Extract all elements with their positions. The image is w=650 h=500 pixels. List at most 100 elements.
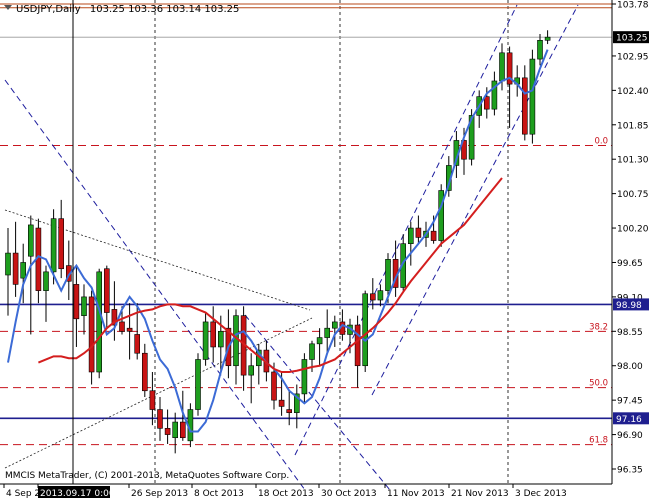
candle[interactable] xyxy=(149,371,156,426)
chart-menu-icon[interactable] xyxy=(4,5,12,10)
candle[interactable] xyxy=(164,409,171,444)
candle[interactable] xyxy=(50,209,57,285)
ma-fast-line xyxy=(7,49,549,433)
candle-body xyxy=(111,309,118,326)
price-tag xyxy=(613,412,649,425)
candle-body xyxy=(142,352,148,392)
candle[interactable] xyxy=(27,215,34,335)
candle[interactable] xyxy=(377,284,384,307)
candle-body xyxy=(316,337,323,345)
candle[interactable] xyxy=(521,65,528,141)
candle[interactable] xyxy=(369,278,376,310)
candle-body xyxy=(430,230,437,241)
horizontal-levels[interactable]: 0.0 38.2 50.0 61.8 xyxy=(0,3,612,446)
candle[interactable] xyxy=(172,412,178,454)
candle[interactable] xyxy=(20,243,27,304)
candle-body xyxy=(58,218,65,270)
candle[interactable] xyxy=(438,184,445,247)
candle[interactable] xyxy=(142,343,148,398)
candle-body xyxy=(438,190,445,241)
ma-slow-line xyxy=(38,177,503,373)
uptrend-line-lower[interactable] xyxy=(294,4,518,456)
candle[interactable] xyxy=(301,353,308,404)
candle[interactable] xyxy=(491,71,498,116)
candle[interactable] xyxy=(58,199,65,279)
candle-body xyxy=(233,315,239,367)
chart-header: USDJPY,Daily 103.25 103.36 103.14 103.25 xyxy=(16,4,239,15)
candle[interactable] xyxy=(293,384,300,429)
candle[interactable] xyxy=(529,49,536,144)
candle-body xyxy=(468,115,475,160)
candle[interactable] xyxy=(286,390,293,426)
candle[interactable] xyxy=(81,284,87,335)
fib-level-label: 38.2 xyxy=(589,322,608,332)
candle-body xyxy=(354,324,361,367)
candle[interactable] xyxy=(96,268,102,379)
candle[interactable] xyxy=(210,306,216,363)
y-tick-label: 103.78 xyxy=(617,1,649,11)
moving-averages xyxy=(7,49,549,433)
candle[interactable] xyxy=(316,328,323,366)
candle[interactable] xyxy=(157,397,163,441)
candle-body xyxy=(195,359,201,410)
candle-body xyxy=(491,80,498,110)
candle-body xyxy=(248,365,254,376)
candle-body xyxy=(81,296,87,316)
candle[interactable] xyxy=(407,221,414,266)
candle[interactable] xyxy=(354,315,361,388)
uptrend-line-upper[interactable] xyxy=(371,4,579,396)
candle[interactable] xyxy=(331,315,338,347)
channel-line-1[interactable] xyxy=(4,79,306,491)
candle-body xyxy=(73,284,80,320)
fib-level-label: 50.0 xyxy=(589,379,608,389)
candle[interactable] xyxy=(35,218,42,304)
candle[interactable] xyxy=(248,353,254,404)
candle-body xyxy=(157,409,163,429)
x-tick-label: 18 Oct 2013 xyxy=(258,489,314,499)
candle-body xyxy=(43,271,49,291)
candle[interactable] xyxy=(88,290,95,385)
candle[interactable] xyxy=(180,390,186,441)
x-tick-label: 21 Nov 2013 xyxy=(451,489,509,499)
x-tick-label: 11 Nov 2013 xyxy=(387,489,445,499)
y-tick-label: 100.75 xyxy=(617,190,649,200)
candle-body xyxy=(5,252,11,276)
candle-body xyxy=(407,227,414,244)
triangle-lower-line[interactable] xyxy=(4,317,313,469)
candle[interactable] xyxy=(362,290,369,372)
candle-body xyxy=(50,218,57,273)
x-tick-label: 2013.09.17 0:00 xyxy=(40,489,115,499)
y-tick-label: 101.85 xyxy=(617,121,649,131)
candle-body xyxy=(331,321,338,329)
candle-body xyxy=(104,268,110,313)
candle-body xyxy=(218,331,224,348)
candle[interactable] xyxy=(544,30,551,45)
channel-line-2[interactable] xyxy=(244,314,391,491)
candle[interactable] xyxy=(202,312,209,366)
candle-body xyxy=(369,293,376,301)
candle-body xyxy=(309,343,315,360)
candle[interactable] xyxy=(126,303,133,360)
y-tick-label: 99.10 xyxy=(617,293,643,303)
candle[interactable] xyxy=(73,265,80,347)
candle-body xyxy=(210,321,216,348)
candle[interactable] xyxy=(43,265,49,322)
candle[interactable] xyxy=(104,265,110,329)
candle[interactable] xyxy=(324,309,331,354)
candle[interactable] xyxy=(506,46,513,128)
candle[interactable] xyxy=(12,221,19,297)
candle[interactable] xyxy=(111,281,118,341)
candle[interactable] xyxy=(5,228,11,316)
candle-body xyxy=(172,421,178,439)
x-tick-label: 26 Sep 2013 xyxy=(131,489,188,499)
price-tag-label: 97.16 xyxy=(616,415,642,425)
candle-body xyxy=(377,290,384,301)
candle[interactable] xyxy=(415,215,422,244)
candle-body xyxy=(483,96,490,110)
candle[interactable] xyxy=(537,34,543,66)
candle[interactable] xyxy=(195,353,201,416)
candle-body xyxy=(278,399,285,407)
candle-body xyxy=(499,52,505,82)
